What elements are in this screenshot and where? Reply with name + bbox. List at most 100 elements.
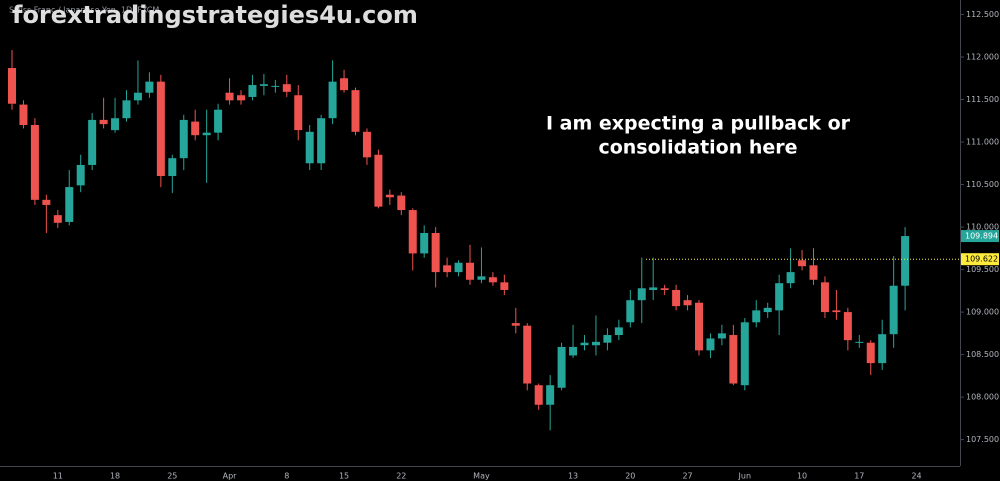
- candle-body: [534, 385, 543, 405]
- price-label-box: [961, 230, 999, 243]
- candle-body: [317, 118, 326, 164]
- candle-body: [53, 215, 62, 223]
- candle-body: [397, 195, 406, 211]
- y-tick-label: 112.500: [966, 10, 999, 19]
- x-tick-label: 24: [911, 472, 921, 481]
- y-tick-label: 111.000: [966, 138, 999, 147]
- candle-body: [488, 277, 497, 283]
- x-tick-label: 13: [568, 472, 578, 481]
- y-tick-label: 109.500: [966, 265, 999, 274]
- candle-body: [523, 325, 532, 384]
- candle-body: [626, 300, 635, 323]
- candle-body: [42, 199, 51, 205]
- candle-body: [133, 92, 142, 101]
- x-tick-label: 22: [396, 472, 406, 481]
- x-tick-label: 8: [284, 472, 289, 481]
- candle-body: [889, 285, 898, 335]
- candle-body: [385, 194, 394, 198]
- candle-body: [156, 81, 165, 177]
- candle-body: [809, 265, 818, 280]
- symbol-label: Swiss Franc / Japanese Yen, 1D, FXCM: [9, 6, 159, 15]
- candle-body: [843, 312, 852, 341]
- candle-body: [30, 125, 39, 200]
- candle-body: [76, 164, 85, 186]
- candle-body: [855, 341, 864, 343]
- candle-body: [294, 95, 303, 131]
- candle-body: [420, 233, 429, 254]
- candle-body: [191, 121, 200, 136]
- watermark: forextradingstrategies4u.com: [12, 1, 418, 29]
- x-tick-label: Apr: [223, 472, 238, 481]
- y-tick-label: 108.500: [966, 350, 999, 359]
- candle-body: [19, 104, 28, 126]
- x-tick-label: May: [473, 472, 490, 481]
- candle-body: [729, 335, 738, 384]
- annotation-line: I am expecting a pullback or: [546, 113, 851, 135]
- candle-body: [225, 92, 234, 101]
- y-tick-label: 107.500: [966, 435, 999, 444]
- x-tick-label: Jun: [738, 472, 752, 481]
- candle-body: [122, 100, 131, 119]
- candle-body: [259, 84, 268, 86]
- candle-body: [637, 288, 646, 301]
- candle-body: [65, 187, 74, 222]
- candle-body: [328, 81, 337, 119]
- x-tick-label: 18: [110, 472, 120, 481]
- x-tick-label: 27: [682, 472, 692, 481]
- candle-body: [431, 233, 440, 273]
- candle-body: [374, 154, 383, 207]
- price-label: 109.622: [965, 255, 998, 264]
- candle-body: [866, 342, 875, 364]
- candle-body: [99, 119, 108, 125]
- candle-body: [511, 323, 520, 326]
- price-label: 109.894: [965, 232, 998, 241]
- y-tick-label: 110.500: [966, 180, 999, 189]
- candle-body: [775, 283, 784, 311]
- candle-body: [901, 236, 910, 286]
- candle-body: [569, 346, 578, 356]
- x-tick-label: 17: [854, 472, 864, 481]
- candle-body: [271, 85, 280, 87]
- candle-body: [248, 85, 257, 97]
- y-tick-label: 111.500: [966, 95, 999, 104]
- candle-body: [351, 90, 360, 132]
- candle-body: [111, 118, 120, 131]
- candle-body: [591, 341, 600, 346]
- x-tick-label: 10: [797, 472, 807, 481]
- candle-body: [752, 310, 761, 323]
- candle-body: [672, 289, 681, 307]
- candle-body: [603, 335, 612, 343]
- candle-body: [580, 342, 589, 346]
- candle-body: [683, 300, 692, 306]
- candle-body: [8, 68, 16, 104]
- candles: [8, 50, 910, 431]
- candle-body: [282, 84, 291, 92]
- candle-body: [878, 334, 887, 364]
- candle-body: [786, 272, 795, 284]
- y-tick-label: 109.000: [966, 308, 999, 317]
- candle-body: [832, 310, 841, 313]
- x-tick-label: 15: [339, 472, 349, 481]
- candle-body: [179, 119, 188, 159]
- x-tick-label: 20: [625, 472, 635, 481]
- candle-body: [466, 262, 474, 280]
- candle-body: [477, 276, 486, 280]
- y-tick-label: 112.000: [966, 52, 999, 61]
- candle-body: [660, 288, 669, 290]
- price-label-box: [961, 253, 999, 266]
- candle-body: [695, 302, 703, 351]
- candle-body: [740, 322, 749, 386]
- candle-body: [454, 262, 463, 273]
- candle-body: [557, 346, 566, 388]
- annotation-line: consolidation here: [598, 137, 797, 159]
- candle-body: [214, 109, 223, 133]
- candle-body: [443, 265, 452, 273]
- candle-body: [362, 131, 371, 158]
- candle-body: [614, 327, 623, 336]
- candle-body: [202, 132, 211, 136]
- candle-body: [237, 95, 245, 101]
- candle-body: [88, 119, 97, 165]
- y-tick-label: 108.000: [966, 393, 999, 402]
- candle-body: [649, 287, 658, 290]
